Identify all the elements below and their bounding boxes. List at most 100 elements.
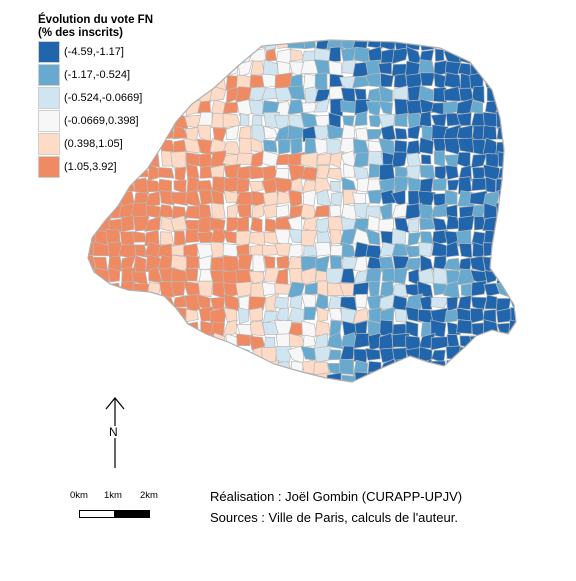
district-cell <box>394 267 408 285</box>
district-cell <box>365 244 382 260</box>
district-cell <box>197 215 212 234</box>
district-cell <box>342 163 356 178</box>
district-cell <box>248 306 264 322</box>
district-cell <box>186 255 200 269</box>
district-cell <box>326 124 345 140</box>
legend-swatch <box>38 132 60 155</box>
district-cell <box>391 284 408 298</box>
district-cell <box>407 124 421 140</box>
district-cell <box>391 151 408 169</box>
district-cell <box>327 349 342 361</box>
district-cell <box>469 334 487 350</box>
district-cell <box>392 255 410 271</box>
legend-label: (-0.524,-0.0669] <box>64 91 143 104</box>
district-cell <box>237 307 250 325</box>
district-cell <box>352 138 370 154</box>
district-cell <box>314 72 328 90</box>
district-cell <box>288 228 304 244</box>
district-cell <box>456 229 472 246</box>
legend-class-3: (-0.0669,0.398] <box>38 109 198 132</box>
district-cell <box>107 282 122 295</box>
district-cell <box>366 128 384 140</box>
legend-label: (0.398,1.05] <box>64 137 123 150</box>
district-cell <box>287 306 306 323</box>
district-cell <box>236 98 254 117</box>
district-cell <box>185 127 200 143</box>
district-cell <box>314 320 331 337</box>
district-cell <box>249 320 266 337</box>
district-cell <box>330 191 344 207</box>
district-cell <box>457 295 472 310</box>
district-cell <box>315 217 330 234</box>
district-cell <box>239 112 250 126</box>
district-cell <box>287 244 303 260</box>
district-cell <box>329 204 342 218</box>
district-cell <box>443 137 460 156</box>
district-cell <box>368 163 381 179</box>
district-cell <box>209 86 227 102</box>
district-cell <box>365 100 382 117</box>
district-cell <box>222 230 239 245</box>
district-cell <box>120 215 135 233</box>
district-cell <box>185 163 200 181</box>
district-cell <box>367 281 381 298</box>
district-cell <box>277 139 291 155</box>
legend-label: (-0.0669,0.398] <box>64 114 139 127</box>
district-cell <box>290 137 303 156</box>
legend-class-5: (1.05,3.92] <box>38 155 198 178</box>
district-cell <box>302 334 317 348</box>
district-cell <box>223 307 238 322</box>
district-cell <box>329 151 343 169</box>
district-cell <box>252 254 266 273</box>
district-cell <box>457 137 475 154</box>
scale-segment-black <box>114 510 150 518</box>
district-cell <box>157 167 175 179</box>
district-cell <box>171 191 188 206</box>
district-cell <box>248 270 265 285</box>
district-cell <box>144 215 161 232</box>
legend-label: (1.05,3.92] <box>64 160 117 173</box>
credits: Réalisation : Joël Gombin (CURAPP-UPJV) … <box>210 486 462 528</box>
district-cell <box>184 229 199 244</box>
district-cell <box>407 231 422 246</box>
paris-boundary <box>87 39 517 383</box>
district-cell <box>406 152 422 168</box>
district-cell <box>88 270 95 284</box>
district-cell <box>380 72 394 88</box>
district-cell <box>420 254 434 273</box>
district-cell <box>355 127 370 141</box>
north-label: N <box>108 425 119 439</box>
district-cell <box>275 345 292 363</box>
district-cell <box>471 85 485 104</box>
district-cell <box>222 102 239 115</box>
legend-classes: (-4.59,-1.17] (-1.17,-0.524] (-0.524,-0.06… <box>38 40 198 178</box>
district-cell <box>236 215 250 233</box>
district-cell <box>303 306 317 321</box>
district-cell <box>330 180 341 193</box>
district-cell <box>275 204 290 218</box>
district-cell <box>432 217 448 232</box>
district-cell <box>418 242 433 257</box>
district-cell <box>470 153 488 169</box>
district-cell <box>313 204 330 218</box>
district-cell <box>248 296 267 311</box>
district-cell <box>225 124 240 141</box>
district-cell <box>290 48 305 62</box>
district-cell <box>470 296 488 311</box>
district-cell <box>391 228 406 245</box>
legend-title: Évolution du vote FN (% des inscrits) <box>38 14 198 40</box>
district-cell <box>198 255 212 271</box>
district-cell <box>394 113 408 128</box>
district-cell <box>352 192 367 205</box>
district-cell <box>431 241 449 258</box>
district-cell <box>120 255 137 271</box>
legend-swatch <box>38 155 60 178</box>
district-cell <box>131 231 147 243</box>
district-cell <box>174 230 186 246</box>
district-cell <box>444 189 458 206</box>
district-cell <box>145 190 161 208</box>
district-cell <box>379 202 393 221</box>
legend-swatch <box>38 40 60 63</box>
district-cell <box>352 307 369 325</box>
district-cell <box>432 267 448 286</box>
